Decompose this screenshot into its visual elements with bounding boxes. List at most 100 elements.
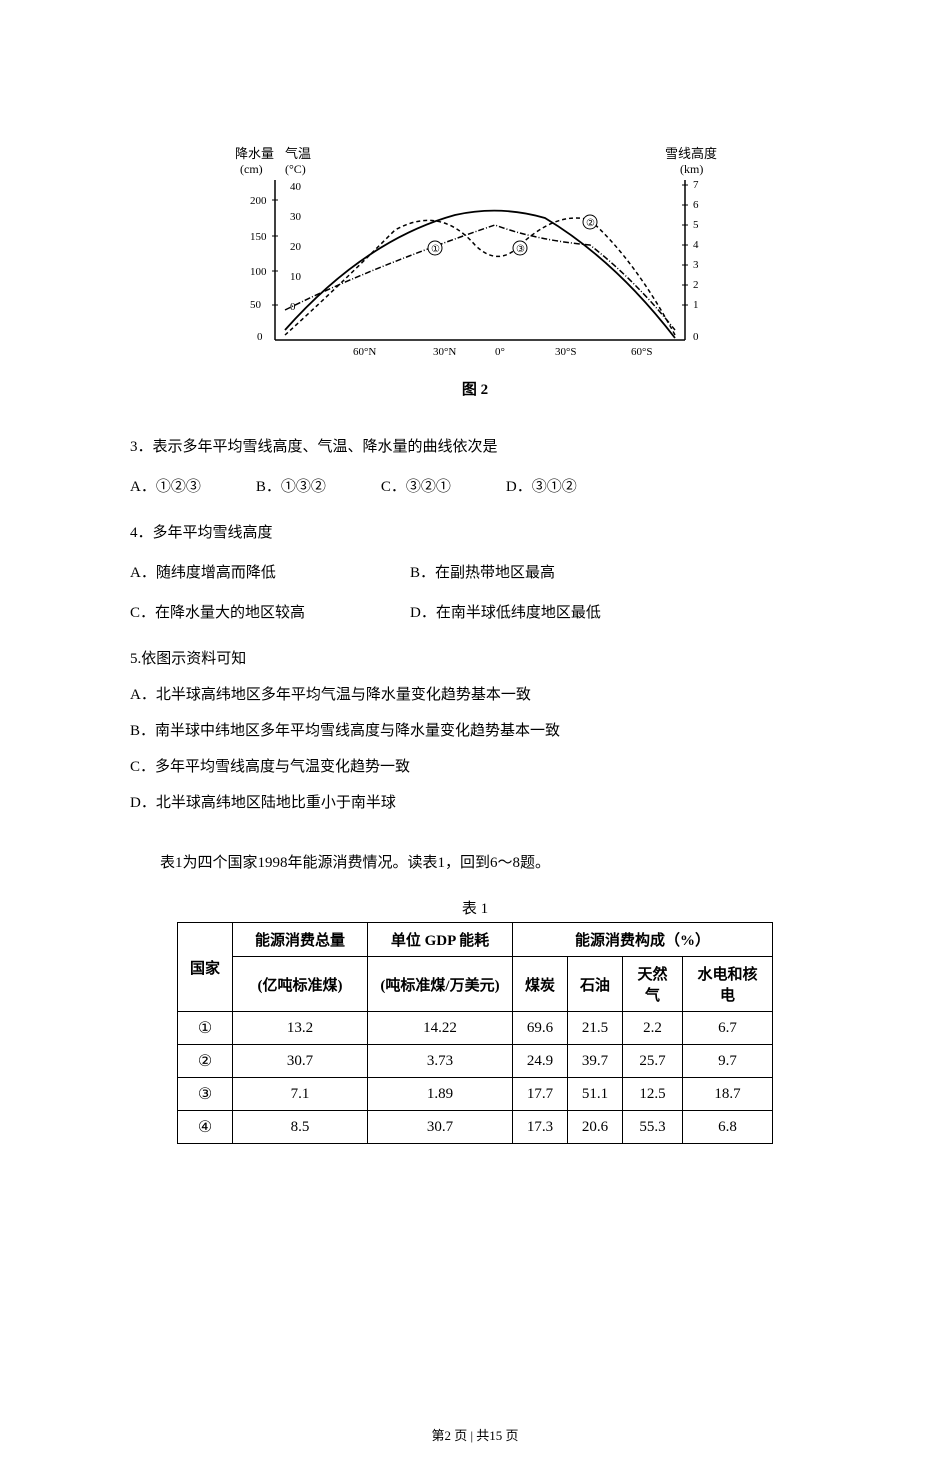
cell-oil: 39.7 bbox=[568, 1045, 623, 1078]
chart-caption: 图 2 bbox=[130, 378, 820, 399]
x-tick: 60°N bbox=[353, 346, 376, 358]
right-tick: 6 bbox=[693, 199, 699, 211]
cell-hydro: 9.7 bbox=[683, 1045, 773, 1078]
q3-opt-b: B．①③② bbox=[256, 469, 326, 505]
th-oil: 石油 bbox=[568, 957, 623, 1012]
left-primary-unit: (cm) bbox=[240, 162, 263, 176]
th-gdp-sub: (吨标准煤/万美元) bbox=[368, 957, 513, 1012]
left-tick: 100 bbox=[250, 266, 267, 278]
cell-total: 13.2 bbox=[233, 1012, 368, 1045]
cell-coal: 17.3 bbox=[513, 1111, 568, 1144]
temp-tick: 10 bbox=[290, 271, 302, 283]
cell-total: 7.1 bbox=[233, 1078, 368, 1111]
x-tick: 30°S bbox=[555, 346, 577, 358]
left-tick: 50 bbox=[250, 299, 262, 311]
right-tick: 2 bbox=[693, 279, 699, 291]
q4-row1: A．随纬度增高而降低 B．在副热带地区最高 bbox=[130, 555, 820, 591]
x-tick: 60°S bbox=[631, 346, 653, 358]
th-total-top: 能源消费总量 bbox=[233, 923, 368, 957]
temp-tick: 40 bbox=[290, 181, 302, 193]
cell-gas: 25.7 bbox=[623, 1045, 683, 1078]
q5-opt-d: D．北半球高纬地区陆地比重小于南半球 bbox=[130, 785, 820, 821]
q5-text: 5.依图示资料可知 bbox=[130, 641, 820, 677]
right-tick: 4 bbox=[693, 239, 699, 251]
cell-coal: 69.6 bbox=[513, 1012, 568, 1045]
q4-opt-d: D．在南半球低纬度地区最低 bbox=[410, 595, 601, 631]
table-caption: 表 1 bbox=[130, 897, 820, 918]
x-tick: 30°N bbox=[433, 346, 456, 358]
th-gdp-top: 单位 GDP 能耗 bbox=[368, 923, 513, 957]
temp-tick: 20 bbox=[290, 241, 302, 253]
marker-1: ① bbox=[431, 244, 440, 255]
left-tick: 0 bbox=[257, 331, 263, 343]
page-footer: 第2 页 | 共15 页 bbox=[0, 1425, 950, 1444]
table-row: ① 13.2 14.22 69.6 21.5 2.2 6.7 bbox=[178, 1012, 773, 1045]
left-primary-label: 降水量 bbox=[235, 146, 274, 161]
temp-tick: 30 bbox=[290, 211, 302, 223]
marker-2: ② bbox=[586, 218, 595, 229]
cell-coal: 24.9 bbox=[513, 1045, 568, 1078]
left-tick: 200 bbox=[250, 195, 267, 207]
cell-oil: 21.5 bbox=[568, 1012, 623, 1045]
cell-gdp: 3.73 bbox=[368, 1045, 513, 1078]
cell-gdp: 1.89 bbox=[368, 1078, 513, 1111]
table-header-row-1: 国家 能源消费总量 单位 GDP 能耗 能源消费构成（%） bbox=[178, 923, 773, 957]
right-label: 雪线高度 bbox=[665, 146, 717, 161]
th-country: 国家 bbox=[178, 923, 233, 1012]
left-tick: 150 bbox=[250, 231, 267, 243]
cell-total: 30.7 bbox=[233, 1045, 368, 1078]
th-total-sub: (亿吨标准煤) bbox=[233, 957, 368, 1012]
cell-gdp: 30.7 bbox=[368, 1111, 513, 1144]
q3-opt-a: A．①②③ bbox=[130, 469, 201, 505]
right-unit: (km) bbox=[680, 162, 703, 176]
marker-3: ③ bbox=[516, 244, 525, 255]
th-coal: 煤炭 bbox=[513, 957, 568, 1012]
energy-table: 国家 能源消费总量 单位 GDP 能耗 能源消费构成（%） (亿吨标准煤) (吨… bbox=[177, 922, 773, 1144]
series-snowline bbox=[285, 218, 675, 335]
cell-coal: 17.7 bbox=[513, 1078, 568, 1111]
q3-opt-c: C．③②① bbox=[381, 469, 451, 505]
cell-gdp: 14.22 bbox=[368, 1012, 513, 1045]
cell-country: ③ bbox=[198, 1084, 212, 1104]
cell-country: ① bbox=[198, 1018, 212, 1038]
cell-hydro: 6.8 bbox=[683, 1111, 773, 1144]
cell-total: 8.5 bbox=[233, 1111, 368, 1144]
q5-opt-c: C．多年平均雪线高度与气温变化趋势一致 bbox=[130, 749, 820, 785]
cell-country: ④ bbox=[198, 1117, 212, 1137]
table-context: 表1为四个国家1998年能源消费情况。读表1，回到6～8题。 bbox=[130, 851, 820, 872]
cell-oil: 51.1 bbox=[568, 1078, 623, 1111]
q3-text: 3．表示多年平均雪线高度、气温、降水量的曲线依次是 bbox=[130, 429, 820, 465]
q4-opt-a: A．随纬度增高而降低 bbox=[130, 555, 410, 591]
question-5: 5.依图示资料可知 A．北半球高纬地区多年平均气温与降水量变化趋势基本一致 B．… bbox=[130, 641, 820, 821]
right-tick: 0 bbox=[693, 331, 699, 343]
th-hydro: 水电和核电 bbox=[683, 957, 773, 1012]
cell-gas: 12.5 bbox=[623, 1078, 683, 1111]
chart-figure: 降水量 (cm) 气温 (°C) 雪线高度 (km) 200 150 100 5… bbox=[130, 140, 820, 399]
cell-gas: 55.3 bbox=[623, 1111, 683, 1144]
q5-opt-a: A．北半球高纬地区多年平均气温与降水量变化趋势基本一致 bbox=[130, 677, 820, 713]
cell-oil: 20.6 bbox=[568, 1111, 623, 1144]
cell-country: ② bbox=[198, 1051, 212, 1071]
q4-text: 4．多年平均雪线高度 bbox=[130, 515, 820, 551]
snowline-chart: 降水量 (cm) 气温 (°C) 雪线高度 (km) 200 150 100 5… bbox=[195, 140, 755, 370]
question-4: 4．多年平均雪线高度 A．随纬度增高而降低 B．在副热带地区最高 C．在降水量大… bbox=[130, 515, 820, 631]
right-tick: 1 bbox=[693, 299, 699, 311]
question-3: 3．表示多年平均雪线高度、气温、降水量的曲线依次是 A．①②③ B．①③② C．… bbox=[130, 429, 820, 505]
temp-tick: 0 bbox=[290, 301, 296, 313]
cell-hydro: 18.7 bbox=[683, 1078, 773, 1111]
th-gas: 天然气 bbox=[623, 957, 683, 1012]
table-row: ② 30.7 3.73 24.9 39.7 25.7 9.7 bbox=[178, 1045, 773, 1078]
th-composition: 能源消费构成（%） bbox=[513, 923, 773, 957]
cell-gas: 2.2 bbox=[623, 1012, 683, 1045]
q4-opt-c: C．在降水量大的地区较高 bbox=[130, 595, 410, 631]
x-tick: 0° bbox=[495, 346, 505, 358]
right-tick: 5 bbox=[693, 219, 699, 231]
cell-hydro: 6.7 bbox=[683, 1012, 773, 1045]
table-row: ③ 7.1 1.89 17.7 51.1 12.5 18.7 bbox=[178, 1078, 773, 1111]
table-header-row-2: (亿吨标准煤) (吨标准煤/万美元) 煤炭 石油 天然气 水电和核电 bbox=[178, 957, 773, 1012]
left-secondary-unit: (°C) bbox=[285, 162, 306, 176]
left-secondary-label: 气温 bbox=[285, 146, 311, 161]
right-tick: 7 bbox=[693, 179, 699, 191]
q5-opt-b: B．南半球中纬地区多年平均雪线高度与降水量变化趋势基本一致 bbox=[130, 713, 820, 749]
q4-row2: C．在降水量大的地区较高 D．在南半球低纬度地区最低 bbox=[130, 595, 820, 631]
